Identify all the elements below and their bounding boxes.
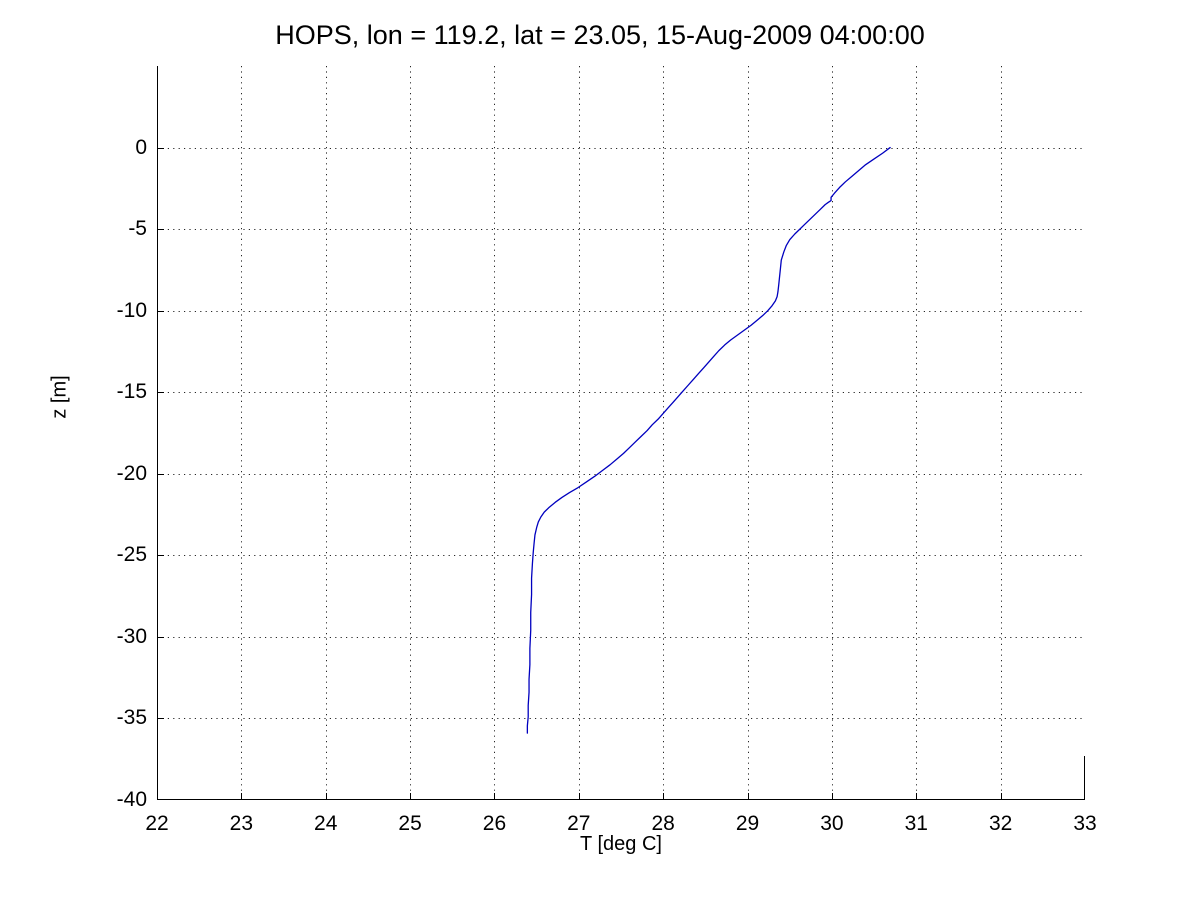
y-tick-label: -40 [116, 788, 147, 811]
tick-marks-x [157, 793, 1002, 800]
x-tick-label: 25 [398, 812, 422, 835]
x-tick-label: 31 [904, 812, 928, 835]
plot-svg [157, 66, 1085, 800]
plot-axes: 22 23 24 25 26 27 28 29 30 31 32 33 0 -5 -10 -15 -20 -25… [117, 66, 1097, 835]
y-tick-label: -30 [116, 624, 147, 648]
y-tick-label: 0 [135, 135, 147, 159]
temperature-profile-line [526, 146, 891, 734]
y-tick-label: -10 [116, 298, 147, 322]
x-tick-label: 26 [482, 812, 507, 835]
y-tick-label: -35 [116, 706, 147, 730]
grid-lines-horizontal [157, 148, 1085, 719]
grid-lines-vertical [241, 66, 1002, 800]
x-tick-label: 27 [567, 812, 591, 835]
x-tick-label: 33 [1073, 812, 1097, 835]
tick-marks-y [157, 148, 164, 719]
y-axis-label: z [m] [48, 375, 71, 419]
x-tick-label: 30 [820, 812, 844, 835]
x-tick-label: 23 [229, 812, 254, 835]
x-axis-label: T [deg C] [580, 833, 662, 855]
y-tick-label: -20 [116, 461, 147, 485]
x-tick-label: 22 [145, 812, 169, 835]
x-tick-label: 29 [735, 812, 760, 835]
x-tick-label: 28 [651, 812, 675, 835]
x-tick-label: 24 [314, 812, 338, 835]
axes-box [157, 66, 1085, 800]
x-tick-label: 32 [988, 812, 1013, 835]
y-tick-label: -5 [128, 217, 147, 241]
y-axis-label-wrap: z [m] [0, 375, 120, 437]
page-title: HOPS, lon = 119.2, lat = 23.05, 15-Aug-2… [275, 20, 925, 50]
y-tick-label: -15 [116, 380, 147, 404]
y-tick-label: -25 [116, 543, 147, 567]
